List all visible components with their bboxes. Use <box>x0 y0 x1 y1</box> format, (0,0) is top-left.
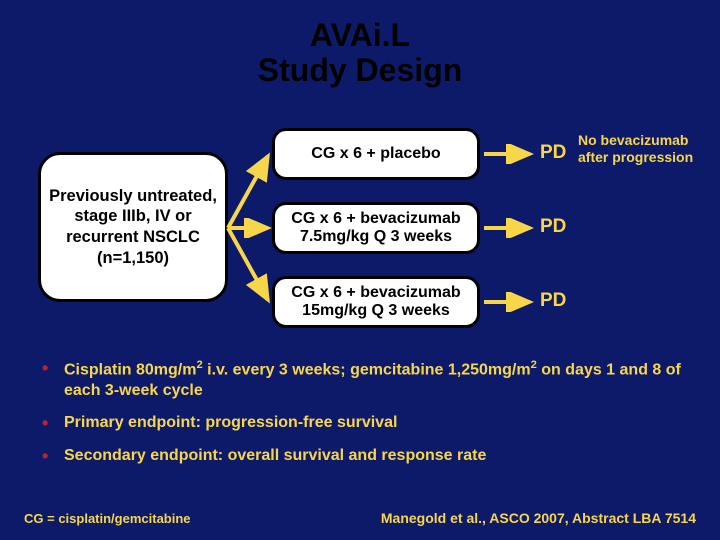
bullet-dot-icon: • <box>42 358 64 401</box>
arm-box-2: CG x 6 + bevacizumab 7.5mg/kg Q 3 weeks <box>272 202 480 254</box>
pd-arrow-1 <box>482 144 538 164</box>
slide: AVAi.L Study Design Previously untreated… <box>0 0 720 540</box>
pd-label-1: PD <box>540 142 566 164</box>
bullet-item: • Primary endpoint: progression-free sur… <box>42 413 682 434</box>
study-diagram: Previously untreated, stage IIIb, IV or … <box>0 120 720 350</box>
footnote-left: CG = cisplatin/gemcitabine <box>24 511 191 526</box>
bullet-item: • Secondary endpoint: overall survival a… <box>42 446 682 467</box>
title-line-1: AVAi.L <box>310 17 410 53</box>
bullet-text: Secondary endpoint: overall survival and… <box>64 446 682 467</box>
title-line-2: Study Design <box>258 52 462 88</box>
bullet-text: Cisplatin 80mg/m2 i.v. every 3 weeks; ge… <box>64 358 682 401</box>
arm-box-3: CG x 6 + bevacizumab 15mg/kg Q 3 weeks <box>272 276 480 328</box>
pd-label-3: PD <box>540 290 566 312</box>
bullet-dot-icon: • <box>42 446 64 467</box>
pd-arrow-2 <box>482 218 538 238</box>
slide-title: AVAi.L Study Design <box>28 18 692 88</box>
arm-box-1: CG x 6 + placebo <box>272 128 480 180</box>
bullet-list: • Cisplatin 80mg/m2 i.v. every 3 weeks; … <box>42 358 682 479</box>
bullet-item: • Cisplatin 80mg/m2 i.v. every 3 weeks; … <box>42 358 682 401</box>
bullet-text: Primary endpoint: progression-free survi… <box>64 413 682 434</box>
pd-label-2: PD <box>540 216 566 238</box>
pd-note: No bevacizumab after progression <box>578 132 718 166</box>
branch-arrow-3 <box>226 220 276 310</box>
bullet-dot-icon: • <box>42 413 64 434</box>
pd-arrow-3 <box>482 292 538 312</box>
enrollment-box: Previously untreated, stage IIIb, IV or … <box>38 152 228 302</box>
citation: Manegold et al., ASCO 2007, Abstract LBA… <box>381 510 696 526</box>
